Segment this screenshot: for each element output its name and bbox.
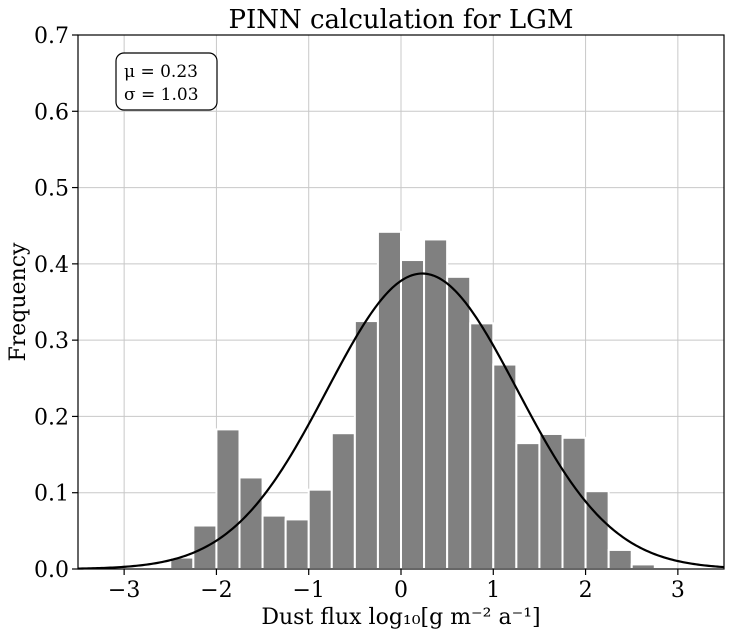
- y-axis-label: Frequency: [6, 242, 31, 362]
- x-axis-label: Dust flux log₁₀[g m⁻² a⁻¹]: [261, 605, 540, 630]
- x-tick-label-6: 3: [671, 578, 685, 603]
- histogram-bar-2: [215, 428, 241, 571]
- histogram-bar-16: [538, 432, 564, 570]
- histogram-bar-14: [492, 363, 518, 570]
- histogram-bar-4: [261, 514, 287, 570]
- y-tick-label-1: 0.1: [34, 482, 69, 507]
- y-tick-label-5: 0.5: [34, 177, 69, 202]
- x-tick-label-2: −1: [292, 578, 324, 603]
- y-tick-label-0: 0.0: [34, 558, 69, 583]
- x-tick-label-3: 0: [394, 578, 408, 603]
- sigma-text: σ = 1.03: [124, 85, 199, 105]
- mu-text: μ = 0.23: [124, 62, 198, 82]
- histogram-bar-15: [515, 442, 541, 570]
- y-tick-label-4: 0.4: [34, 253, 69, 278]
- histogram-bar-18: [584, 490, 610, 570]
- histogram-bar-6: [307, 488, 333, 571]
- y-tick-label-6: 0.6: [34, 100, 69, 125]
- histogram-bar-10: [400, 259, 426, 570]
- histogram-bar-13: [469, 322, 495, 570]
- histogram-bar-20: [630, 563, 656, 570]
- stats-box-frame: [115, 52, 218, 111]
- histogram-bar-17: [561, 436, 587, 570]
- histogram-bar-5: [284, 518, 310, 571]
- chart-title: PINN calculation for LGM: [228, 5, 573, 35]
- y-tick-label-3: 0.3: [34, 329, 69, 354]
- stats-annotation-box: μ = 0.23 σ = 1.03: [115, 52, 218, 111]
- histogram-bar-7: [330, 432, 356, 570]
- y-tick-label-2: 0.2: [34, 405, 69, 430]
- y-tick-label-7: 0.7: [34, 24, 69, 49]
- x-tick-label-0: −3: [108, 578, 140, 603]
- x-tick-label-1: −2: [200, 578, 232, 603]
- axis-ticks: −3 −2 −1 0 1 2 3 0.0 0.1 0.2 0.3 0.4 0.5 0.6 0.7: [34, 24, 685, 603]
- histogram-bars: [169, 230, 656, 571]
- histogram-bar-8: [353, 320, 379, 571]
- histogram-bar-11: [423, 238, 449, 570]
- grid-lines: [78, 34, 724, 570]
- histogram-bar-3: [238, 476, 264, 571]
- normal-fit-curve: [77, 272, 725, 570]
- histogram-bar-19: [607, 548, 633, 571]
- x-tick-label-4: 1: [486, 578, 500, 603]
- histogram-bar-12: [446, 275, 472, 570]
- x-tick-label-5: 2: [579, 578, 593, 603]
